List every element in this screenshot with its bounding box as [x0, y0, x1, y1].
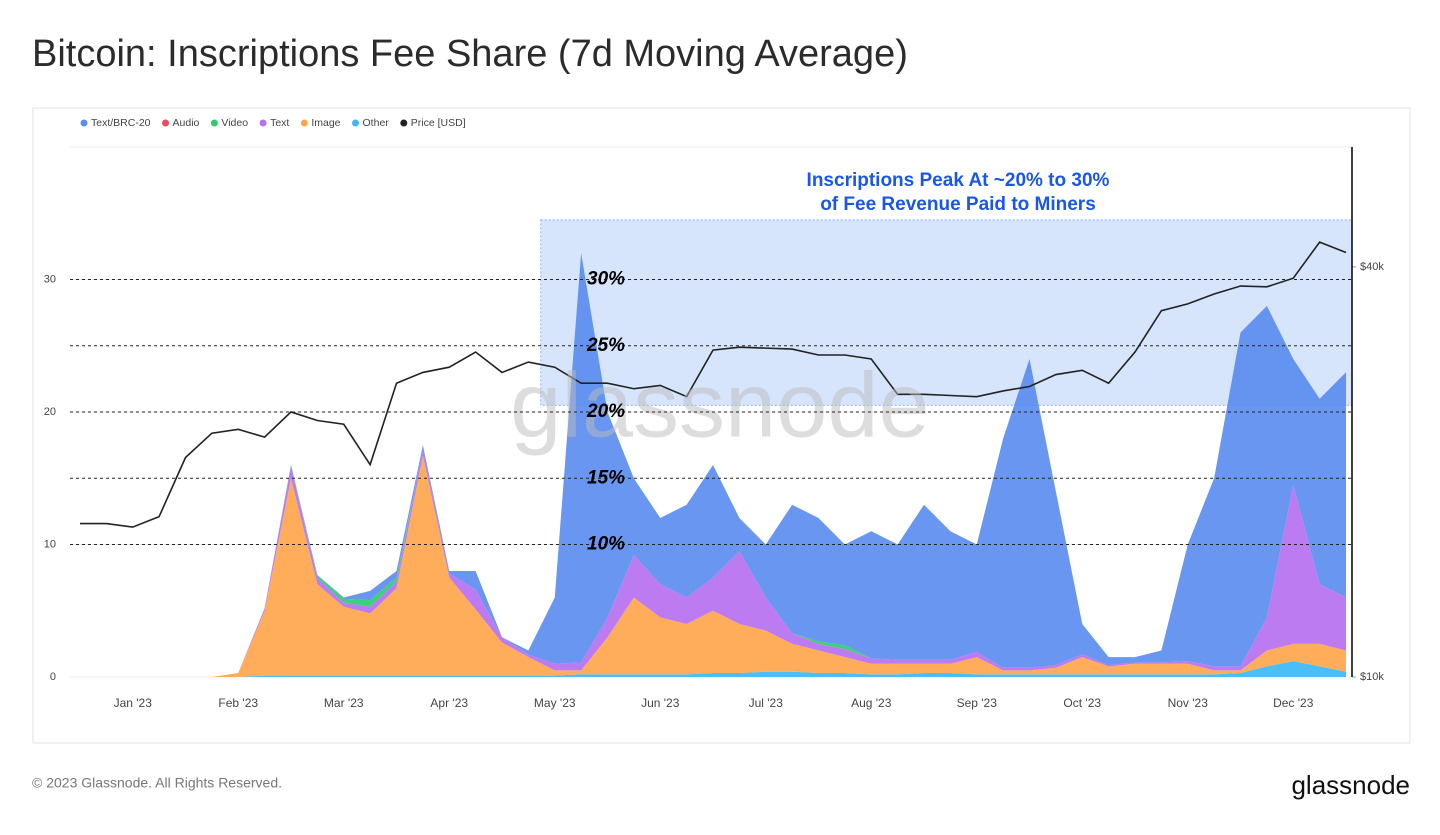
legend-label: Text [270, 117, 289, 129]
legend-label: Video [221, 117, 248, 129]
legend-marker [352, 119, 360, 127]
x-tick-label: Nov '23 [1168, 696, 1209, 710]
y2-tick-label: $40k [1360, 261, 1384, 273]
reference-label: 15% [587, 467, 625, 488]
legend-label: Image [311, 117, 340, 129]
x-tick-label: Dec '23 [1273, 696, 1314, 710]
chart-title: Bitcoin: Inscriptions Fee Share (7d Movi… [32, 33, 908, 75]
logo: glassnode [1291, 770, 1410, 800]
legend-marker [80, 119, 88, 127]
area [80, 661, 1346, 677]
legend-marker [300, 119, 308, 127]
legend-label: Audio [173, 117, 200, 129]
area [80, 253, 1346, 677]
x-tick-label: Oct '23 [1063, 696, 1101, 710]
x-tick-label: May '23 [534, 696, 576, 710]
x-tick-label: Jan '23 [114, 696, 153, 710]
legend-label: Price [USD] [411, 117, 466, 129]
y-tick-label: 10 [44, 538, 56, 550]
watermark: glassnode [510, 354, 929, 456]
x-tick-label: Sep '23 [957, 696, 998, 710]
y2-tick-label: $10k [1360, 671, 1384, 683]
footer: © 2023 Glassnode. All Rights Reserved. [32, 775, 282, 791]
legend-marker [162, 119, 170, 127]
y-tick-label: 0 [50, 671, 56, 683]
annotation: Inscriptions Peak At ~20% to 30% [807, 170, 1110, 191]
legend-marker [400, 119, 408, 127]
x-tick-label: Jun '23 [641, 696, 680, 710]
reference-label: 20% [586, 401, 625, 422]
x-tick-label: Jul '23 [749, 696, 784, 710]
highlight-region [540, 219, 1353, 406]
reference-label: 10% [587, 534, 625, 555]
legend-label: Text/BRC-20 [91, 117, 151, 129]
legend-marker [210, 119, 218, 127]
price-line [80, 241, 1347, 528]
reference-label: 30% [587, 269, 625, 290]
reference-label: 25% [586, 335, 625, 356]
annotation: of Fee Revenue Paid to Miners [820, 194, 1096, 215]
y-tick-label: 30 [44, 273, 56, 285]
x-tick-label: Apr '23 [430, 696, 468, 710]
x-tick-label: Feb '23 [218, 696, 258, 710]
x-tick-label: Mar '23 [324, 696, 364, 710]
x-tick-label: Aug '23 [851, 696, 892, 710]
area [80, 455, 1346, 677]
legend-label: Other [363, 117, 390, 129]
y-tick-label: 20 [44, 406, 56, 418]
legend-marker [259, 119, 267, 127]
